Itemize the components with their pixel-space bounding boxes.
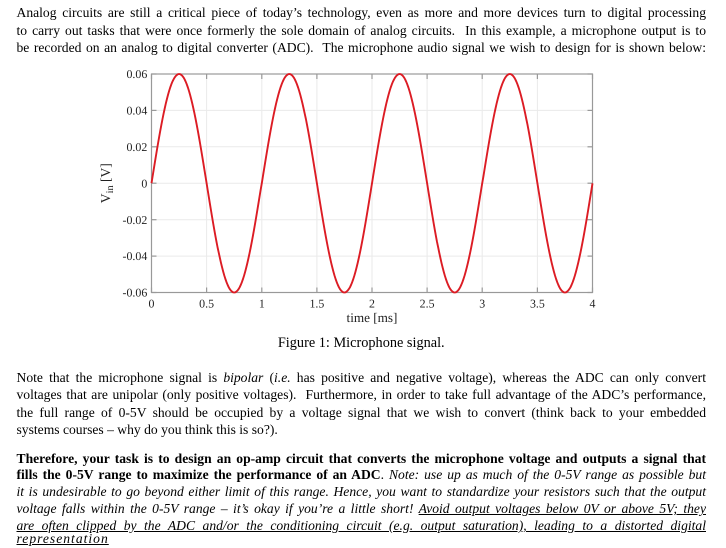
svg-text:time [ms]: time [ms]: [347, 310, 398, 325]
svg-text:1: 1: [259, 297, 265, 311]
svg-text:0.04: 0.04: [126, 104, 147, 118]
svg-text:-0.02: -0.02: [123, 213, 148, 227]
svg-text:3.5: 3.5: [530, 297, 545, 311]
svg-text:0.5: 0.5: [199, 297, 214, 311]
svg-text:0.06: 0.06: [126, 67, 147, 81]
svg-text:1.5: 1.5: [309, 297, 324, 311]
svg-text:-0.06: -0.06: [123, 286, 148, 300]
svg-text:4: 4: [590, 297, 596, 311]
svg-text:0: 0: [141, 176, 147, 190]
svg-text:0: 0: [149, 297, 155, 311]
svg-text:3: 3: [479, 297, 485, 311]
svg-text:Vin [V]: Vin [V]: [98, 163, 116, 203]
svg-text:-0.04: -0.04: [123, 249, 148, 263]
svg-text:2.5: 2.5: [420, 297, 435, 311]
svg-text:2: 2: [369, 297, 375, 311]
svg-text:0.02: 0.02: [126, 140, 147, 154]
